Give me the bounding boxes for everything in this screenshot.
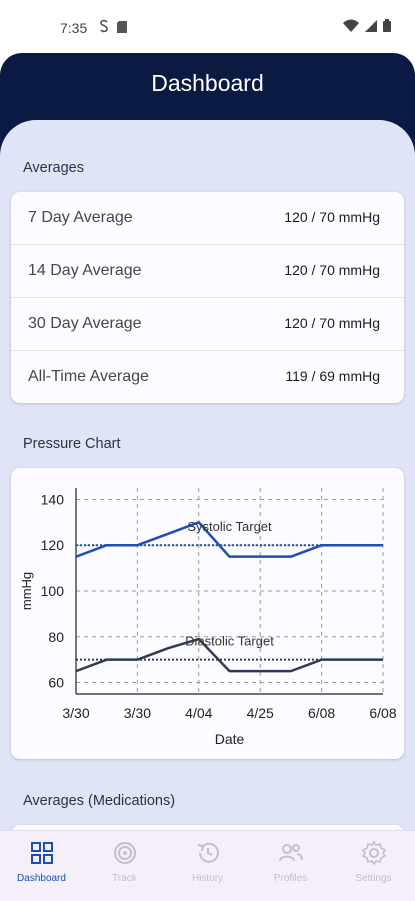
nav-label: History [191, 873, 224, 884]
signal-icon [365, 19, 377, 35]
sync-icon [99, 19, 109, 36]
x-tick-label: 4/25 [247, 705, 274, 721]
dashboard-content[interactable]: Averages 7 Day Average 120 / 70 mmHg 14 … [0, 120, 415, 830]
average-row-all-time[interactable]: All-Time Average 119 / 69 mmHg [11, 351, 404, 403]
average-value: 120 / 70 mmHg [284, 315, 380, 331]
settings-icon [361, 840, 387, 866]
average-value: 119 / 69 mmHg [285, 368, 380, 384]
average-label: 14 Day Average [28, 262, 142, 279]
x-tick-label: 3/30 [124, 705, 151, 721]
pressure-chart-section-title: Pressure Chart [23, 436, 121, 452]
nav-label: Track [112, 873, 137, 884]
average-label: All-Time Average [28, 368, 149, 385]
sim-card-icon [117, 20, 127, 36]
y-tick-label: 60 [48, 675, 64, 691]
target-label: Systolic Target [187, 519, 272, 534]
average-row-14-day[interactable]: 14 Day Average 120 / 70 mmHg [11, 245, 404, 298]
battery-icon [383, 19, 391, 35]
average-label: 7 Day Average [28, 209, 133, 226]
y-tick-label: 100 [41, 583, 65, 599]
history-icon [197, 842, 219, 863]
target-label: Diastolic Target [185, 634, 274, 649]
nav-label: Profiles [273, 873, 308, 884]
status-bar: 7:35 [0, 0, 415, 53]
nav-item-profiles[interactable]: Profiles [249, 831, 332, 901]
medications-averages-card [11, 825, 404, 830]
bottom-navigation: Dashboard Track History Profiles Set [0, 830, 415, 901]
average-row-7-day[interactable]: 7 Day Average 120 / 70 mmHg [11, 192, 404, 245]
nav-label: Dashboard [17, 873, 66, 884]
x-tick-label: 4/04 [185, 705, 212, 721]
nav-label: Settings [355, 873, 392, 884]
x-tick-label: 6/08 [369, 705, 396, 721]
systolic-series-line [75, 521, 383, 558]
average-row-30-day[interactable]: 30 Day Average 120 / 70 mmHg [11, 298, 404, 351]
nav-item-track[interactable]: Track [83, 831, 166, 901]
page-title: Dashboard [151, 70, 264, 96]
profiles-icon [279, 844, 303, 862]
nav-item-dashboard[interactable]: Dashboard [0, 831, 83, 901]
track-icon [114, 842, 136, 864]
x-axis-label: Date [215, 731, 245, 747]
pressure-chart: 60 80 100 120 140 3/30 3/30 4/04 4/25 6/08 6/08 Dat… [19, 488, 397, 747]
nav-item-settings[interactable]: Settings [332, 831, 415, 901]
average-label: 30 Day Average [28, 315, 142, 332]
average-value: 120 / 70 mmHg [284, 209, 380, 225]
status-time: 7:35 [60, 20, 88, 36]
y-tick-label: 120 [41, 537, 65, 553]
averages-section-title: Averages [23, 160, 84, 176]
wifi-icon [343, 19, 359, 35]
dashboard-icon [31, 842, 53, 864]
x-tick-label: 6/08 [308, 705, 335, 721]
pressure-chart-card: 60 80 100 120 140 3/30 3/30 4/04 4/25 6/08 6/08 Dat… [11, 468, 404, 759]
nav-item-history[interactable]: History [166, 831, 249, 901]
diastolic-series-line [75, 637, 383, 673]
y-tick-label: 80 [48, 629, 64, 645]
y-tick-label: 140 [41, 491, 65, 507]
average-value: 120 / 70 mmHg [284, 262, 380, 278]
y-axis-label: mmHg [19, 572, 34, 610]
medications-section-title: Averages (Medications) [23, 793, 176, 809]
x-tick-label: 3/30 [62, 705, 89, 721]
averages-card: 7 Day Average 120 / 70 mmHg 14 Day Avera… [11, 192, 404, 403]
